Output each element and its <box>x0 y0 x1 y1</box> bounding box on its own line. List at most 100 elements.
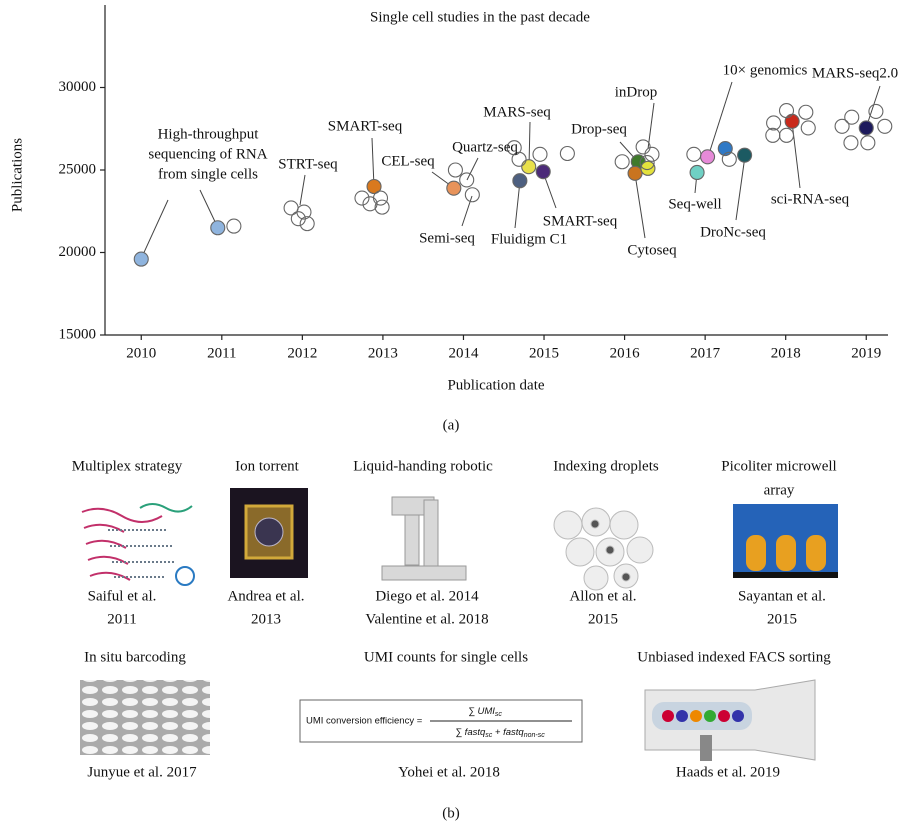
x-tick-label: 2017 <box>690 345 721 361</box>
y-tick-label: 20000 <box>59 244 97 260</box>
point <box>512 173 528 189</box>
formula-part: sc <box>495 711 503 718</box>
annotation: Seq-well <box>668 196 721 212</box>
leader-line <box>707 81 733 158</box>
x-tick-label: 2010 <box>126 345 156 361</box>
leader-line <box>371 137 375 188</box>
point <box>366 178 382 195</box>
item-caption: Yohei et al. 2018 <box>398 764 500 780</box>
item-caption: Allon et al. <box>569 588 636 604</box>
panel-label: (b) <box>442 805 460 821</box>
point <box>635 139 651 155</box>
annotation: Semi-seq <box>419 230 475 246</box>
leader-line <box>647 102 655 150</box>
item-caption: 2013 <box>251 611 281 627</box>
leader-line <box>140 199 169 260</box>
x-tick-label: 2015 <box>529 345 559 361</box>
formula-part: + fastq <box>492 727 524 738</box>
annotation: Drop-seq <box>571 121 627 137</box>
item-caption: Haads et al. 2019 <box>676 764 780 780</box>
item-caption: 2015 <box>588 611 618 627</box>
point <box>521 159 537 175</box>
point <box>459 172 475 188</box>
point <box>640 160 656 176</box>
formula-part: ∑ fastq <box>455 727 486 738</box>
annotation: MARS-seq2.0 <box>812 65 898 81</box>
leader-line <box>299 174 306 206</box>
item-caption: Junyue et al. 2017 <box>87 764 197 780</box>
point <box>627 165 643 181</box>
point <box>868 103 884 119</box>
chart: Single cell studies in the past decade P… <box>9 5 898 393</box>
panel-label: (a) <box>443 417 460 433</box>
leader-line <box>514 180 521 229</box>
formula-part: sc <box>485 732 493 739</box>
formula-lhs: UMI conversion efficiency = <box>306 716 423 727</box>
item-caption: Sayantan et al. <box>738 588 826 604</box>
x-tick-label: 2019 <box>851 345 881 361</box>
microwell-icon <box>733 504 838 578</box>
point <box>860 135 876 151</box>
droplets-icon <box>553 507 654 591</box>
point <box>798 104 814 120</box>
point <box>639 155 655 171</box>
point <box>290 211 306 227</box>
annotation: STRT-seq <box>278 156 338 172</box>
formula-part: non-sc <box>524 732 546 739</box>
point <box>877 118 893 134</box>
point <box>689 164 705 181</box>
formula-part: ∑ UMI <box>468 706 495 717</box>
point <box>226 218 242 234</box>
item-title: Ion torrent <box>235 458 300 474</box>
annotation: CEL-seq <box>381 153 435 169</box>
point <box>844 109 860 125</box>
leader-line <box>735 155 746 221</box>
facs-icon <box>644 679 816 761</box>
item-caption: Saiful et al. <box>88 588 157 604</box>
item-caption: Valentine et al. 2018 <box>365 611 488 627</box>
leader-line <box>461 195 473 227</box>
formula: UMI conversion efficiency = ∑ UMIsc ∑ fa… <box>299 699 583 743</box>
point <box>446 180 462 196</box>
formula-numerator: ∑ UMIsc <box>468 706 502 718</box>
ion-torrent-icon <box>230 488 308 578</box>
annotation: High-throughput <box>158 126 260 142</box>
formula-denominator: ∑ fastqsc + fastqnon-sc <box>455 727 545 739</box>
leader-line <box>466 157 479 181</box>
point <box>766 115 782 131</box>
annotation: SMART-seq <box>543 213 618 229</box>
point <box>511 151 527 167</box>
annotation: inDrop <box>615 84 658 100</box>
x-tick-label: 2011 <box>207 345 236 361</box>
point <box>559 145 575 162</box>
multiplex-icon <box>81 503 195 586</box>
barcoding-icon <box>80 680 210 755</box>
item-title: array <box>764 482 795 498</box>
point <box>800 120 816 136</box>
point <box>700 149 716 165</box>
panel-b: Multiplex strategy Ion torrent Liquid-ha… <box>72 458 838 821</box>
annotation: 10× genomics <box>723 62 808 78</box>
item-title: Unbiased indexed FACS sorting <box>637 649 831 665</box>
x-axis-label: Publication date <box>447 377 544 393</box>
point <box>210 220 226 236</box>
item-caption: 2015 <box>767 611 797 627</box>
point <box>535 164 551 180</box>
item-title: Liquid-handing robotic <box>353 458 493 474</box>
point <box>858 120 874 136</box>
point <box>532 146 548 162</box>
point <box>721 151 737 167</box>
annotation: Quartz-seq <box>452 139 518 155</box>
item-title: Picoliter microwell <box>721 458 836 474</box>
x-tick-label: 2012 <box>287 345 317 361</box>
item-title: In situ barcoding <box>84 649 186 665</box>
item-caption: Andrea et al. <box>227 588 304 604</box>
point <box>283 200 299 216</box>
x-tick-label: 2013 <box>368 345 398 361</box>
x-tick-label: 2014 <box>448 345 479 361</box>
point <box>133 251 149 267</box>
point <box>843 135 859 151</box>
annotation: Cytoseq <box>627 242 677 258</box>
point <box>737 147 753 163</box>
